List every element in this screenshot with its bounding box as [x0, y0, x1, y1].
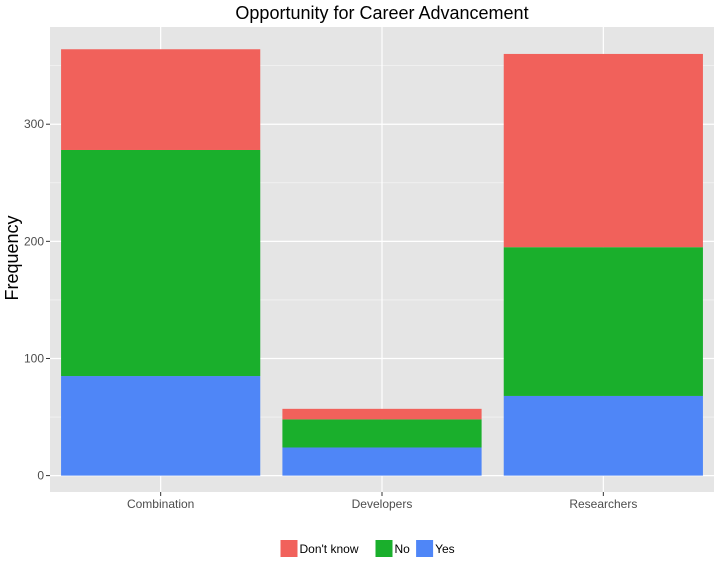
legend-key-don-t-know — [280, 540, 298, 557]
y-axis-label: Frequency — [2, 215, 22, 300]
bar-developers-no — [282, 419, 482, 448]
legend-label-don-t-know: Don't know — [300, 542, 359, 556]
bar-developers-yes — [282, 447, 482, 476]
bar-researchers-no — [503, 247, 703, 396]
bar-developers-don-t-know — [282, 408, 482, 420]
bar-combination-yes — [61, 376, 261, 476]
bar-researchers-don-t-know — [503, 53, 703, 248]
bars — [61, 49, 703, 476]
legend-key-yes — [416, 540, 434, 557]
bar-researchers-yes — [503, 395, 703, 476]
x-tick-label: Developers — [352, 497, 413, 511]
y-tick-label: 300 — [24, 117, 44, 131]
x-tick-label: Researchers — [569, 497, 637, 511]
y-tick-label: 0 — [37, 469, 44, 483]
y-axis: 0 100 200 300 — [24, 117, 50, 483]
legend-label-yes: Yes — [435, 542, 455, 556]
y-tick-label: 100 — [24, 351, 44, 365]
x-axis: Combination Developers Researchers — [127, 492, 637, 511]
legend-key-no — [375, 540, 393, 557]
bar-combination-no — [61, 149, 261, 377]
y-tick-label: 200 — [24, 234, 44, 248]
x-tick-label: Combination — [127, 497, 194, 511]
bar-combination-don-t-know — [61, 49, 261, 150]
legend: Don't know No Yes — [280, 540, 455, 557]
chart-title: Opportunity for Career Advancement — [235, 3, 528, 23]
legend-label-no: No — [395, 542, 411, 556]
